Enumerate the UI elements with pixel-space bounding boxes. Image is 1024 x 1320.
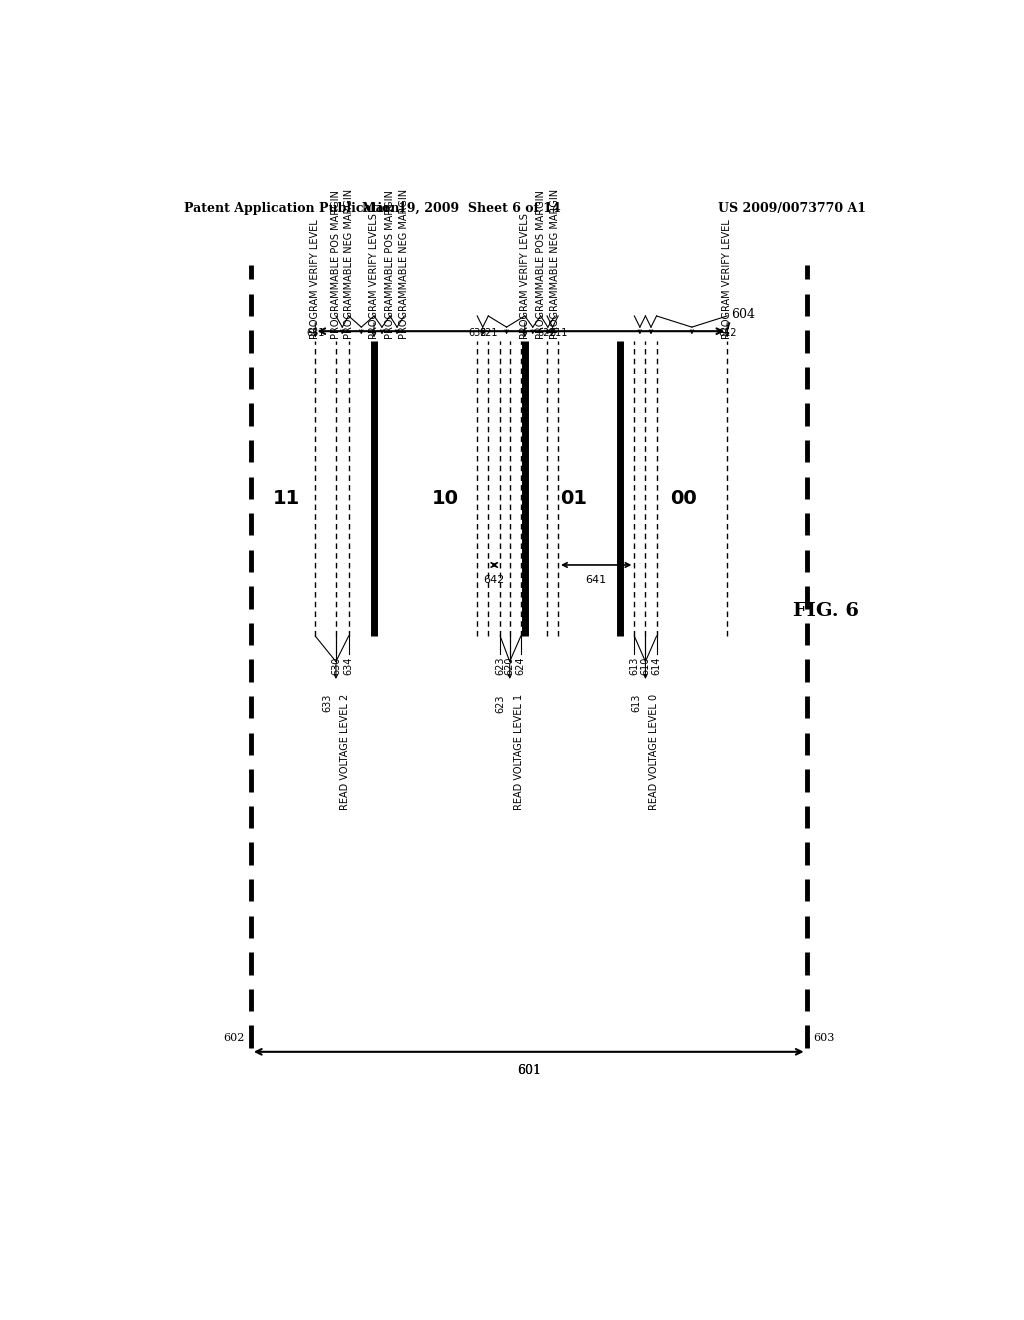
Text: US 2009/0073770 A1: US 2009/0073770 A1 <box>718 202 866 215</box>
Text: 621: 621 <box>479 329 498 338</box>
Text: 601: 601 <box>517 1064 541 1077</box>
Text: 624: 624 <box>516 656 526 675</box>
Text: 620: 620 <box>505 656 515 675</box>
Text: READ VOLTAGE LEVEL 2: READ VOLTAGE LEVEL 2 <box>340 694 350 810</box>
Text: 642: 642 <box>483 576 505 585</box>
Text: 623: 623 <box>496 694 506 713</box>
Text: PROGRAMMABLE POS MARGIN: PROGRAMMABLE POS MARGIN <box>385 190 395 339</box>
Text: 613: 613 <box>630 656 639 675</box>
Text: PROGRAMMABLE NEG MARGIN: PROGRAMMABLE NEG MARGIN <box>399 189 410 339</box>
Text: PROGRAM VERIFY LEVEL: PROGRAM VERIFY LEVEL <box>722 219 732 339</box>
Text: 602: 602 <box>223 1032 245 1043</box>
Text: 00: 00 <box>670 490 697 508</box>
Text: 611: 611 <box>549 329 567 338</box>
Text: 634: 634 <box>344 656 353 675</box>
Text: PROGRAM VERIFY LEVELS: PROGRAM VERIFY LEVELS <box>369 214 379 339</box>
Text: 630: 630 <box>331 656 341 675</box>
Text: 01: 01 <box>560 490 588 508</box>
Text: 614: 614 <box>651 656 662 675</box>
Text: READ VOLTAGE LEVEL 1: READ VOLTAGE LEVEL 1 <box>514 694 523 810</box>
Text: PROGRAMMABLE NEG MARGIN: PROGRAMMABLE NEG MARGIN <box>344 189 353 339</box>
Text: PROGRAMMABLE NEG MARGIN: PROGRAMMABLE NEG MARGIN <box>550 189 560 339</box>
Text: 604: 604 <box>731 308 755 321</box>
Text: FIG. 6: FIG. 6 <box>794 602 859 619</box>
Text: Mar. 19, 2009  Sheet 6 of 14: Mar. 19, 2009 Sheet 6 of 14 <box>361 202 561 215</box>
Text: 613: 613 <box>632 694 641 713</box>
Text: 601: 601 <box>517 1064 541 1077</box>
Text: READ VOLTAGE LEVEL 0: READ VOLTAGE LEVEL 0 <box>649 694 659 810</box>
Text: 631: 631 <box>306 329 325 338</box>
Text: PROGRAMMABLE POS MARGIN: PROGRAMMABLE POS MARGIN <box>331 190 341 339</box>
Text: Patent Application Publication: Patent Application Publication <box>183 202 399 215</box>
Text: 632: 632 <box>468 329 486 338</box>
Text: 612: 612 <box>718 329 736 338</box>
Text: 10: 10 <box>432 490 459 508</box>
Text: 11: 11 <box>273 490 300 508</box>
Text: PROGRAM VERIFY LEVELS: PROGRAM VERIFY LEVELS <box>520 214 529 339</box>
Text: 633: 633 <box>322 694 332 713</box>
Text: 641: 641 <box>586 576 607 585</box>
Text: 603: 603 <box>813 1032 835 1043</box>
Text: 623: 623 <box>496 656 505 675</box>
Text: PROGRAM VERIFY LEVEL: PROGRAM VERIFY LEVEL <box>310 219 321 339</box>
Text: 622: 622 <box>538 329 556 338</box>
Text: 610: 610 <box>640 656 650 675</box>
Text: PROGRAMMABLE POS MARGIN: PROGRAMMABLE POS MARGIN <box>536 190 546 339</box>
